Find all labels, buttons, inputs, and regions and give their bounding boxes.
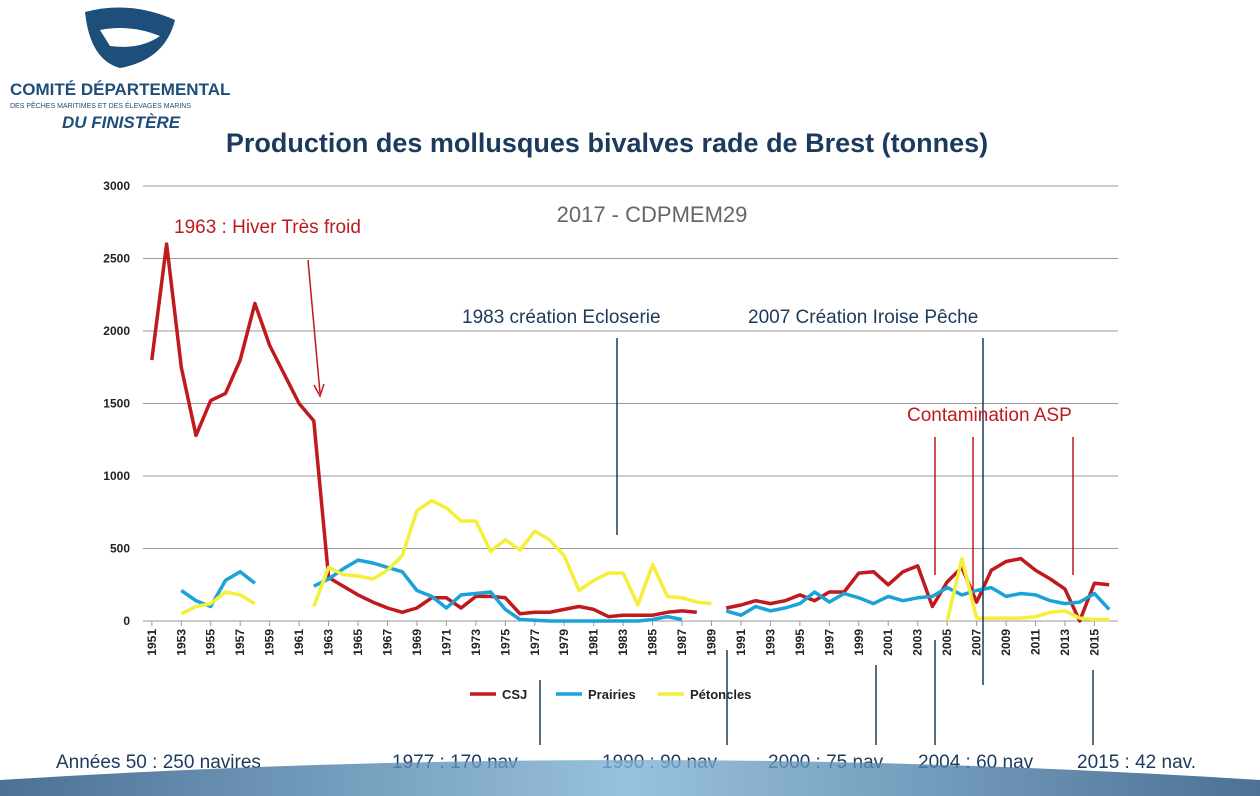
x-tick-label: 1999	[852, 629, 866, 656]
logo-text: DU FINISTÈRE	[62, 113, 181, 132]
y-tick-label: 2500	[103, 252, 130, 266]
annotation: 2007 Création Iroise Pêche	[748, 307, 978, 328]
arrow	[307, 259, 321, 394]
x-tick-label: 1989	[705, 629, 719, 656]
x-tick-label: 1985	[646, 629, 660, 656]
logo-text: COMITÉ DÉPARTEMENTAL	[10, 80, 230, 99]
x-tick-label: 1973	[469, 629, 483, 656]
x-tick-label: 1965	[351, 629, 365, 656]
x-tick-label: 2015	[1087, 629, 1101, 656]
x-tick-label: 1995	[793, 629, 807, 656]
series-line	[180, 498, 1110, 622]
x-tick-label: 1993	[763, 629, 777, 656]
series-line	[180, 558, 1111, 623]
legend-label: Prairies	[588, 687, 636, 702]
arrow-head	[313, 383, 325, 398]
x-tick-label: 1979	[557, 629, 571, 656]
annotation: Contamination ASP	[907, 405, 1072, 426]
y-tick-label: 3000	[103, 179, 130, 193]
x-tick-label: 1971	[439, 629, 453, 656]
fleet-note: Années 50 : 250 navires	[56, 752, 261, 773]
x-tick-label: 1963	[322, 629, 336, 656]
x-tick-label: 1953	[174, 629, 188, 656]
legend-label: Pétoncles	[690, 687, 751, 702]
legend-label: CSJ	[502, 687, 527, 702]
y-tick-label: 0	[123, 614, 130, 628]
x-tick-label: 1959	[263, 629, 277, 656]
x-tick-label: 1969	[410, 629, 424, 656]
x-tick-label: 1957	[233, 629, 247, 656]
x-tick-label: 2003	[911, 629, 925, 656]
x-tick-label: 2009	[999, 629, 1013, 656]
x-tick-label: 2005	[940, 629, 954, 656]
plot: 0 500 1000 1500 2000 2500 3000 1951 1953 1955 1957…	[103, 179, 1118, 702]
chart-subtitle: 2017 - CDPMEM29	[557, 202, 748, 227]
logo: COMITÉ DÉPARTEMENTAL DES PÊCHES MARITIME…	[10, 7, 230, 132]
x-tick-label: 1987	[675, 629, 689, 656]
x-tick-label: 2011	[1029, 629, 1043, 655]
logo-boat	[100, 28, 160, 47]
x-tick-label: 2007	[970, 629, 984, 656]
decor-wave	[0, 760, 1260, 796]
x-tick-label: 1951	[145, 629, 159, 656]
y-tick-label: 1500	[103, 397, 130, 411]
annotations: 1963 : Hiver Très froid 1983 création Ec…	[174, 217, 1094, 745]
y-tick-label: 500	[110, 542, 130, 556]
x-tick-label: 2001	[881, 629, 895, 656]
x-tick-label: 1967	[380, 629, 394, 656]
x-tick-label: 1997	[822, 629, 836, 656]
x-tick-label: 1975	[498, 629, 512, 656]
y-tick-label: 2000	[103, 324, 130, 338]
y-tick-label: 1000	[103, 469, 130, 483]
x-tick-label: 2013	[1058, 629, 1072, 656]
fleet-note: 2015 : 42 nav.	[1077, 752, 1196, 773]
x-tick-label: 1983	[616, 629, 630, 656]
logo-text: DES PÊCHES MARITIMES ET DES ÉLEVAGES MAR…	[10, 101, 191, 110]
x-tick-label: 1977	[528, 629, 542, 656]
annotation: 1983 création Ecloserie	[462, 307, 661, 328]
chart-title: Production des mollusques bivalves rade …	[226, 128, 988, 158]
annotation: 1963 : Hiver Très froid	[174, 217, 361, 238]
x-tick-label: 1991	[734, 629, 748, 656]
x-tick-label: 1955	[204, 629, 218, 656]
x-tick-label: 1961	[292, 629, 306, 656]
series-line	[150, 242, 1110, 623]
x-tick-label: 1981	[587, 629, 601, 656]
